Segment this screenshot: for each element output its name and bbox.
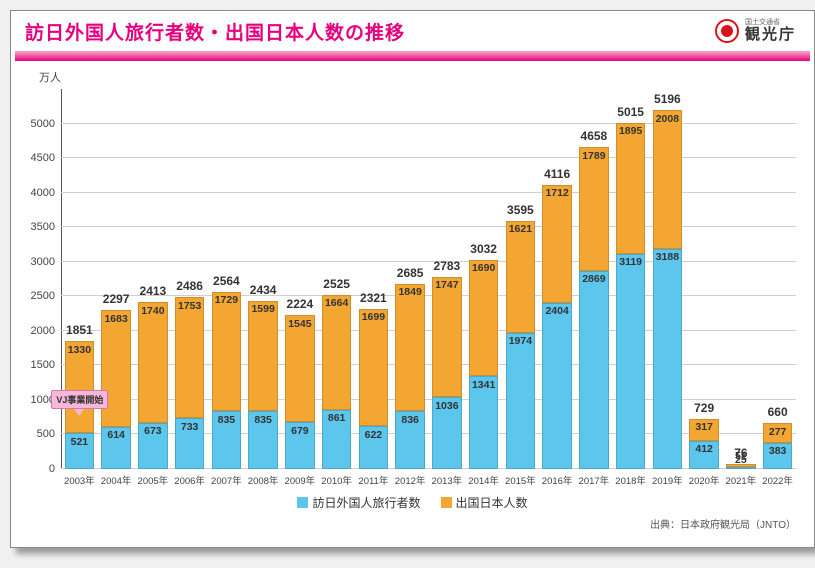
chart-card: 訪日外国人旅行者数・出国日本人数の推移 国土交通省 観光庁 万人 0500100… [10,10,815,548]
agency-logo: 国土交通省 観光庁 [715,19,796,43]
bar-outbound [138,302,167,422]
bar-inbound [506,333,535,469]
bar-outbound [101,310,130,426]
bar-group: 1974162135952015年 [502,89,539,469]
logo-icon [715,19,739,43]
legend-item: 訪日外国人旅行者数 [297,494,420,511]
bar-outbound [469,260,498,377]
y-tick-label: 4500 [31,152,61,164]
bar-group: 1341169030322014年 [465,89,502,469]
bar-group: 2869178946582017年 [576,89,613,469]
bar-group: 835159924342008年 [245,89,282,469]
bar-group: 3119189550152018年 [612,89,649,469]
y-tick-label: 4000 [31,187,61,199]
y-tick-label: 2500 [31,290,61,302]
bar-outbound [616,123,645,254]
bar-outbound [359,309,388,426]
bar-inbound [579,271,608,469]
x-tick-label: 2022年 [752,469,803,487]
y-tick-label: 5000 [31,118,61,130]
source-citation: 出典：日本政府観光局（JNTO） [650,516,796,531]
bar-group: 1036174727832013年 [429,89,466,469]
title-underline [15,51,810,61]
bar-outbound [542,185,571,303]
bar-outbound [653,110,682,249]
bar-inbound [653,249,682,469]
y-axis-unit: 万人 [39,69,61,85]
bar-inbound [616,254,645,469]
bar-inbound [542,303,571,469]
y-tick-label: 3500 [31,221,61,233]
value-label-total: 660 [748,405,807,419]
bar-group: 4123177292020年 [686,89,723,469]
bar-group: 836184926852012年 [392,89,429,469]
legend-label: 訪日外国人旅行者数 [312,494,420,511]
bar-group: 614168322972004年 [98,89,135,469]
bar-group: 835172925642007年 [208,89,245,469]
bar-outbound [248,301,277,411]
legend-label: 出国日本人数 [456,494,528,511]
value-label-outbound: 277 [752,427,803,438]
value-label-inbound: 383 [752,446,803,457]
legend-item: 出国日本人数 [441,494,528,511]
legend-swatch [297,497,308,508]
y-tick-label: 3000 [31,256,61,268]
bar-group: 3832776602022年 [759,89,796,469]
header: 訪日外国人旅行者数・出国日本人数の推移 国土交通省 観光庁 [11,11,814,51]
bar-outbound [285,315,314,422]
bar-outbound [175,297,204,418]
annotation-callout: VJ事業開始 [51,390,108,409]
agency-name: 観光庁 [745,27,796,43]
y-tick-label: 1500 [31,359,61,371]
chart-plot-area: 0500100015002000250030003500400045005000… [61,89,796,469]
chart-title: 訪日外国人旅行者数・出国日本人数の推移 [25,18,405,45]
bar-outbound [579,147,608,271]
bar-outbound [395,284,424,412]
annotation-tail [74,409,84,416]
bar-group: 861166425252010年 [318,89,355,469]
legend-swatch [441,497,452,508]
legend: 訪日外国人旅行者数 出国日本人数 [11,494,814,511]
